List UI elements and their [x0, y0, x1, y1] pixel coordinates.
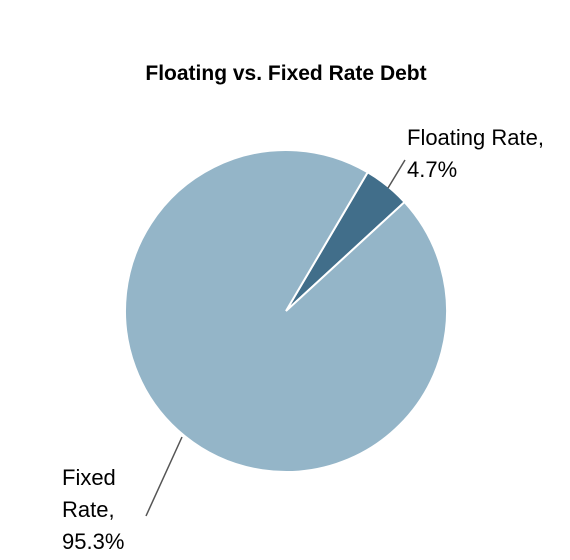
- chart-title: Floating vs. Fixed Rate Debt: [145, 62, 426, 85]
- leader-line: [387, 159, 406, 189]
- pie: [124, 149, 448, 473]
- data-label: Floating Rate, 4.7%: [407, 125, 544, 182]
- data-label: Fixed Rate, 95.3%: [62, 465, 124, 554]
- pie-slice: [124, 149, 448, 473]
- leader-line: [145, 436, 183, 517]
